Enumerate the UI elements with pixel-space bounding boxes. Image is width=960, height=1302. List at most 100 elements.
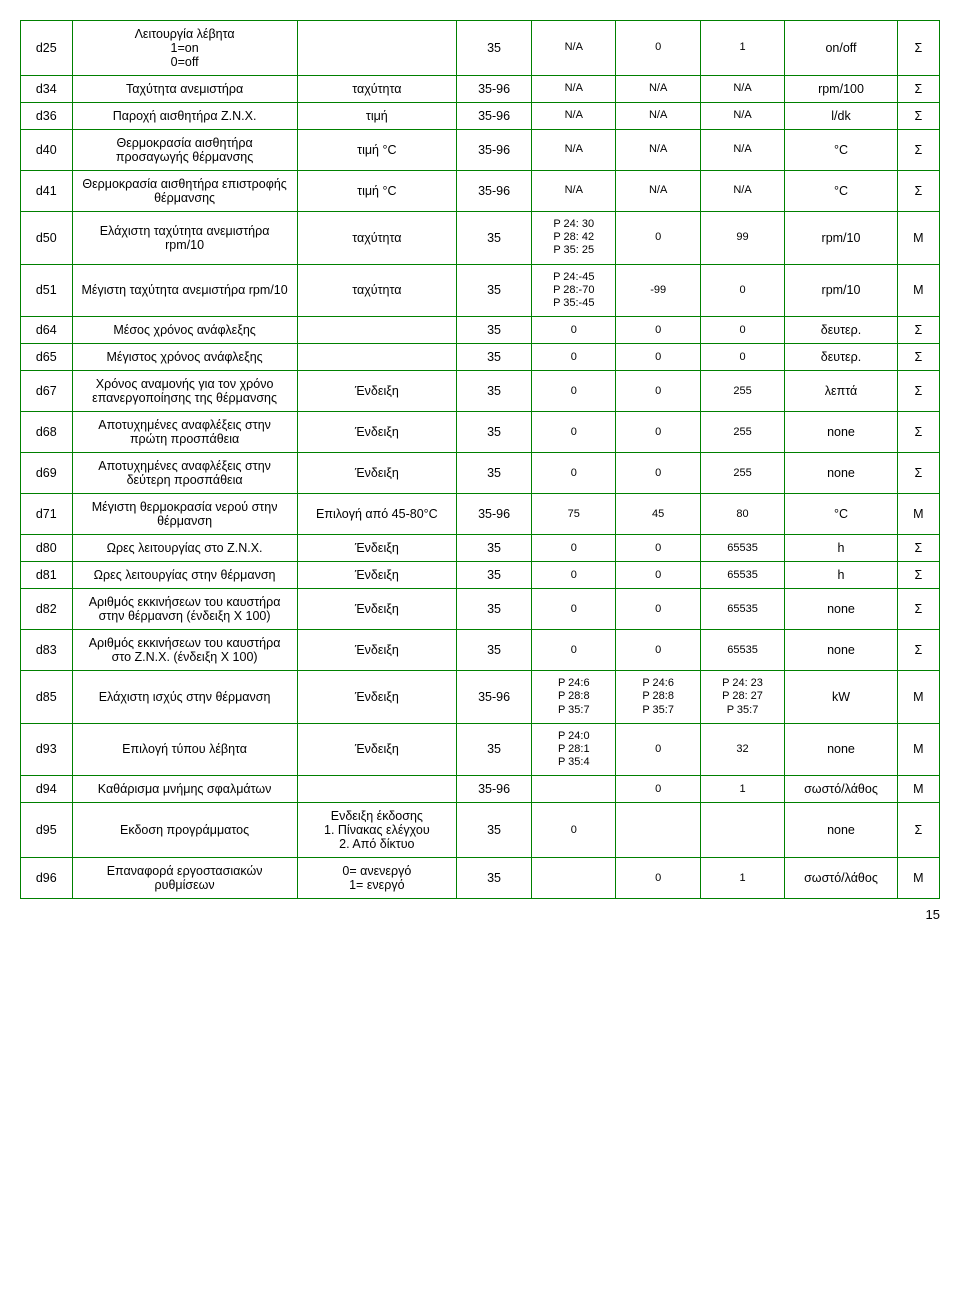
param-desc: Ταχύτητα ανεμιστήρα bbox=[72, 76, 297, 103]
table-row: d41Θερμοκρασία αισθητήρα επιστροφής θέρμ… bbox=[21, 171, 940, 212]
param-id: d95 bbox=[21, 803, 73, 858]
param-col3: Ένδειξη bbox=[297, 371, 456, 412]
param-col4: 35 bbox=[457, 21, 532, 76]
param-id: d94 bbox=[21, 776, 73, 803]
param-col8: σωστό/λάθος bbox=[785, 858, 898, 899]
param-col5: P 24:6 P 28:8 P 35:7 bbox=[532, 671, 616, 724]
param-col9: Σ bbox=[897, 371, 939, 412]
param-col3: τιμή bbox=[297, 103, 456, 130]
param-col7: 99 bbox=[700, 212, 784, 265]
param-col3: Ένδειξη bbox=[297, 412, 456, 453]
param-desc: Μέγιστη ταχύτητα ανεμιστήρα rpm/10 bbox=[72, 264, 297, 317]
param-col5: 0 bbox=[532, 562, 616, 589]
param-col8: l/dk bbox=[785, 103, 898, 130]
param-col4: 35 bbox=[457, 630, 532, 671]
param-desc: Ωρες λειτουργίας στο Ζ.Ν.Χ. bbox=[72, 535, 297, 562]
param-col5: N/A bbox=[532, 21, 616, 76]
param-col9: Σ bbox=[897, 171, 939, 212]
param-col9: M bbox=[897, 264, 939, 317]
param-col7: P 24: 23 P 28: 27 P 35:7 bbox=[700, 671, 784, 724]
table-row: d50Ελάχιστη ταχύτητα ανεμιστήρα rpm/10τα… bbox=[21, 212, 940, 265]
table-row: d83Αριθμός εκκινήσεων του καυστήρα στο Ζ… bbox=[21, 630, 940, 671]
param-col9: M bbox=[897, 494, 939, 535]
param-col5 bbox=[532, 858, 616, 899]
param-col7: 255 bbox=[700, 371, 784, 412]
param-col9: Σ bbox=[897, 453, 939, 494]
param-col6: 0 bbox=[616, 344, 700, 371]
param-col4: 35-96 bbox=[457, 103, 532, 130]
param-id: d40 bbox=[21, 130, 73, 171]
param-col7: 255 bbox=[700, 412, 784, 453]
param-col8: on/off bbox=[785, 21, 898, 76]
param-col8: none bbox=[785, 589, 898, 630]
param-col4: 35 bbox=[457, 264, 532, 317]
param-desc: Εκδοση προγράμματος bbox=[72, 803, 297, 858]
param-col7: 65535 bbox=[700, 589, 784, 630]
param-col7: 0 bbox=[700, 317, 784, 344]
param-col4: 35-96 bbox=[457, 671, 532, 724]
param-col5: N/A bbox=[532, 171, 616, 212]
param-col8: none bbox=[785, 453, 898, 494]
param-col5: P 24:0 P 28:1 P 35:4 bbox=[532, 723, 616, 776]
param-col5 bbox=[532, 776, 616, 803]
param-desc: Θερμοκρασία αισθητήρα επιστροφής θέρμανσ… bbox=[72, 171, 297, 212]
param-col3: ταχύτητα bbox=[297, 212, 456, 265]
param-col5: 0 bbox=[532, 412, 616, 453]
param-col8: rpm/100 bbox=[785, 76, 898, 103]
param-col8: h bbox=[785, 562, 898, 589]
param-col8: rpm/10 bbox=[785, 264, 898, 317]
param-desc: Λειτουργία λέβητα 1=on 0=off bbox=[72, 21, 297, 76]
table-row: d65Μέγιστος χρόνος ανάφλεξης35000δευτερ.… bbox=[21, 344, 940, 371]
param-col8: kW bbox=[785, 671, 898, 724]
param-col7: 1 bbox=[700, 858, 784, 899]
param-col6 bbox=[616, 803, 700, 858]
table-row: d96Επαναφορά εργοστασιακών ρυθμίσεων0= α… bbox=[21, 858, 940, 899]
param-col8: none bbox=[785, 630, 898, 671]
param-col6: N/A bbox=[616, 103, 700, 130]
param-col6: 0 bbox=[616, 453, 700, 494]
param-col4: 35-96 bbox=[457, 171, 532, 212]
table-row: d51Μέγιστη ταχύτητα ανεμιστήρα rpm/10ταχ… bbox=[21, 264, 940, 317]
param-col6: N/A bbox=[616, 171, 700, 212]
param-col9: Σ bbox=[897, 21, 939, 76]
page-number: 15 bbox=[20, 907, 940, 922]
table-row: d25Λειτουργία λέβητα 1=on 0=off35N/A01on… bbox=[21, 21, 940, 76]
param-col3: τιμή °C bbox=[297, 171, 456, 212]
param-desc: Θερμοκρασία αισθητήρα προσαγωγής θέρμανσ… bbox=[72, 130, 297, 171]
param-id: d34 bbox=[21, 76, 73, 103]
param-desc: Ελάχιστη ταχύτητα ανεμιστήρα rpm/10 bbox=[72, 212, 297, 265]
param-col8: none bbox=[785, 803, 898, 858]
param-col9: Σ bbox=[897, 562, 939, 589]
param-col9: Σ bbox=[897, 344, 939, 371]
param-col4: 35 bbox=[457, 412, 532, 453]
param-col7: 65535 bbox=[700, 630, 784, 671]
param-desc: Μέγιστη θερμοκρασία νερού στην θέρμανση bbox=[72, 494, 297, 535]
param-col7: N/A bbox=[700, 130, 784, 171]
param-desc: Αριθμός εκκινήσεων του καυστήρα στο Ζ.Ν.… bbox=[72, 630, 297, 671]
param-col3 bbox=[297, 776, 456, 803]
param-col3: τιμή °C bbox=[297, 130, 456, 171]
param-col7: 65535 bbox=[700, 535, 784, 562]
param-col4: 35 bbox=[457, 803, 532, 858]
param-col6: 0 bbox=[616, 212, 700, 265]
param-col5: N/A bbox=[532, 76, 616, 103]
param-col9: Σ bbox=[897, 535, 939, 562]
param-col7: 0 bbox=[700, 344, 784, 371]
table-row: d40Θερμοκρασία αισθητήρα προσαγωγής θέρμ… bbox=[21, 130, 940, 171]
param-col9: Σ bbox=[897, 317, 939, 344]
param-col5: N/A bbox=[532, 130, 616, 171]
param-col7: N/A bbox=[700, 103, 784, 130]
param-col3: ταχύτητα bbox=[297, 76, 456, 103]
param-col5: 0 bbox=[532, 630, 616, 671]
table-row: d36Παροχή αισθητήρα Ζ.Ν.Χ.τιμή35-96N/AN/… bbox=[21, 103, 940, 130]
param-col9: Σ bbox=[897, 803, 939, 858]
table-row: d34Ταχύτητα ανεμιστήραταχύτητα35-96N/AN/… bbox=[21, 76, 940, 103]
param-col6: -99 bbox=[616, 264, 700, 317]
param-desc: Μέσος χρόνος ανάφλεξης bbox=[72, 317, 297, 344]
param-desc: Ωρες λειτουργίας στην θέρμανση bbox=[72, 562, 297, 589]
param-col3 bbox=[297, 317, 456, 344]
param-id: d93 bbox=[21, 723, 73, 776]
table-row: d94Καθάρισμα μνήμης σφαλμάτων35-9601σωστ… bbox=[21, 776, 940, 803]
param-col9: Σ bbox=[897, 76, 939, 103]
param-col4: 35-96 bbox=[457, 776, 532, 803]
